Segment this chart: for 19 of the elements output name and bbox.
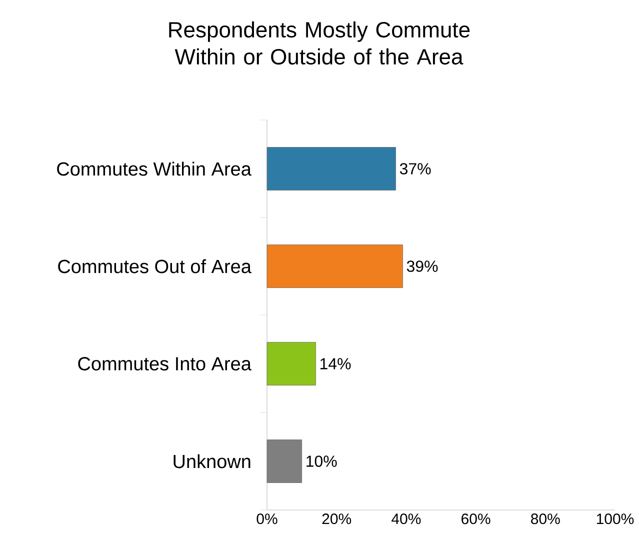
bar <box>266 342 316 386</box>
y-tick-label: Commutes Out of Area <box>58 259 252 274</box>
x-tick-label: 60% <box>462 514 490 524</box>
x-tick-label: 40% <box>392 514 421 524</box>
bar <box>266 244 403 288</box>
x-tick-label: 100% <box>596 514 634 524</box>
data-label: 37% <box>400 163 431 174</box>
bar <box>266 147 396 190</box>
y-tick-label: Unknown <box>174 454 250 468</box>
y-tick-label: Commutes Within Area <box>57 162 252 176</box>
chart-title: Respondents Mostly Commute Within or Outside of the Area <box>169 21 470 65</box>
data-label: 39% <box>406 260 438 272</box>
x-tick-label: 80% <box>531 514 560 524</box>
x-tick-label: 0% <box>256 514 278 524</box>
y-tick-label: Commutes Into Area <box>78 357 252 370</box>
data-label: 10% <box>306 456 337 467</box>
data-label: 14% <box>320 358 351 370</box>
x-tick-label: 20% <box>322 514 352 524</box>
bar <box>266 440 302 483</box>
